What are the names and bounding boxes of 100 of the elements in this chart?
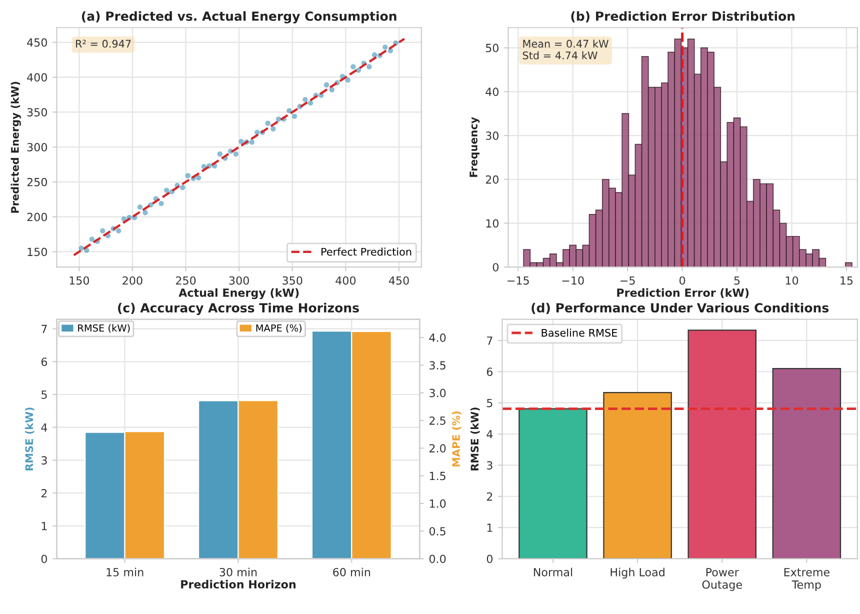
y-tick-label: 400: [27, 73, 47, 82]
point: [350, 64, 356, 70]
point: [265, 120, 270, 126]
y-tick-label: 7: [42, 324, 47, 334]
point: [89, 236, 95, 242]
point: [142, 210, 148, 216]
y-tick-label: 300: [27, 142, 47, 152]
x-tick-label: 60 min: [333, 568, 370, 576]
point: [185, 173, 190, 178]
y-tick-label: 350: [27, 108, 47, 116]
x-tick-label: 250: [176, 276, 196, 285]
x-tick-label: 400: [336, 276, 356, 285]
point: [78, 246, 84, 251]
x-tick-label: 30 min: [220, 568, 257, 576]
annotation: R² = 0.947: [76, 40, 131, 48]
y-tick-label: 7: [487, 336, 492, 345]
point: [292, 114, 298, 119]
point: [286, 108, 292, 114]
y-tick-label: 6: [41, 358, 48, 366]
y-tick-label: 40: [486, 88, 498, 96]
x-tick-label: Normal: [534, 568, 572, 576]
point: [372, 52, 378, 58]
legend-label: MAPE (%): [256, 324, 302, 333]
x-tick-label: Extreme Temp: [784, 568, 830, 591]
bar: [688, 330, 756, 559]
point: [366, 64, 372, 70]
y2-tick-label: 4.0: [429, 334, 446, 342]
y-tick-label: 200: [27, 212, 47, 222]
y2-tick-label: 1.0: [430, 499, 446, 508]
y-tick-label: 1: [487, 524, 492, 532]
point: [238, 138, 244, 144]
point: [100, 228, 106, 234]
chart-title: (b) Prediction Error Distribution: [571, 11, 795, 22]
y-tick-label: 10: [486, 219, 498, 228]
point: [158, 200, 164, 206]
point: [302, 96, 308, 102]
y-tick-label: 50: [486, 44, 498, 52]
point: [345, 77, 350, 83]
point: [196, 175, 202, 180]
y-tick-label: 450: [27, 38, 47, 47]
point: [217, 151, 222, 157]
y2-axis-title: MAPE (%): [452, 412, 462, 466]
y-tick-label: 3: [42, 456, 47, 465]
point: [324, 82, 330, 88]
point: [382, 44, 388, 50]
y2-tick-label: 3.5: [430, 361, 446, 370]
y-tick-label: 4: [41, 423, 48, 432]
y-tick-label: 5: [487, 398, 492, 408]
y2-tick-label: 2.0: [430, 444, 446, 453]
y-tick-label: 250: [27, 178, 47, 186]
y-axis-title: Predicted Energy (kW): [10, 82, 21, 213]
point: [276, 116, 282, 122]
y2-tick-label: 0.0: [429, 554, 446, 564]
y-tick-label: 0: [41, 554, 47, 564]
bar: [772, 368, 842, 559]
x-tick-label: 200: [122, 276, 142, 285]
y-tick-label: 3: [486, 461, 492, 470]
point: [308, 100, 314, 106]
bar: [603, 392, 672, 559]
point: [249, 140, 254, 145]
legend-label: Perfect Prediction: [322, 248, 412, 256]
annotation: Mean = 0.47 kW Std = 4.74 kW: [522, 40, 608, 60]
y-tick-label: 5: [42, 390, 47, 399]
y-tick-label: 6: [486, 368, 493, 376]
x-tick-label: 5: [734, 276, 740, 285]
point: [116, 228, 122, 234]
legend-label: Baseline RMSE: [542, 328, 618, 337]
x-tick-label: −15: [508, 276, 529, 285]
point: [137, 204, 143, 210]
point: [164, 188, 170, 193]
y2-tick-label: 3.0: [430, 388, 446, 398]
x-tick-label: −10: [562, 276, 584, 285]
y-tick-label: 30: [486, 131, 498, 140]
y-tick-label: 150: [28, 248, 47, 256]
legend-label: RMSE (kW): [78, 324, 130, 333]
point: [270, 126, 276, 132]
x-axis-title: Prediction Horizon: [181, 580, 296, 589]
x-tick-label: 15: [840, 276, 853, 285]
y-tick-label: 2: [486, 492, 492, 501]
y-tick-label: 0: [492, 263, 498, 272]
y-axis-title: RMSE (kW): [470, 408, 480, 470]
y2-tick-label: 1.5: [430, 472, 446, 480]
y2-tick-label: 0.5: [429, 527, 446, 536]
x-axis-title: Prediction Error (kW): [617, 288, 749, 298]
chart-title: (a) Predicted vs. Actual Energy Consumption: [82, 11, 396, 24]
x-tick-label: 10: [786, 276, 798, 285]
x-tick-label: 15 min: [106, 568, 144, 576]
x-tick-label: 350: [282, 276, 302, 285]
point: [233, 151, 238, 157]
x-axis-title: Actual Energy (kW): [178, 288, 299, 300]
y-tick-label: 1: [42, 522, 47, 530]
point: [180, 184, 186, 190]
y-tick-label: 0: [486, 554, 492, 564]
point: [329, 87, 334, 92]
y2-tick-label: 2.5: [430, 416, 446, 425]
x-tick-label: −5: [620, 276, 635, 285]
x-tick-label: 150: [70, 276, 90, 285]
bar: [518, 408, 588, 559]
y-tick-label: 2: [41, 489, 47, 498]
x-tick-label: High Load: [610, 568, 664, 579]
